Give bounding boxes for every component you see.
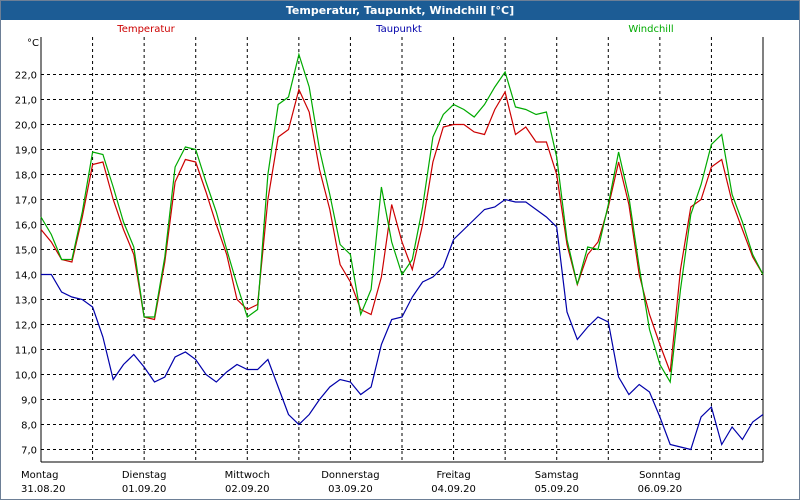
y-tick-label: 16,0	[15, 221, 37, 232]
x-tick-date-label: 06.09.20	[638, 484, 683, 495]
y-tick-label: 13,0	[15, 296, 37, 307]
x-tick-date-label: 03.09.20	[328, 484, 373, 495]
legend-item-taupunkt: Taupunkt	[375, 24, 422, 35]
grid-lines	[41, 37, 763, 462]
legend: Temperatur Taupunkt Windchill	[116, 24, 673, 35]
y-axis-label: °C	[27, 38, 39, 49]
series-line-taupunkt	[41, 198, 764, 451]
chart-canvas: 7,0 8,0 9,0 10,0 11,0 12,0 13,0 14,0 15,0 16,0 17,…	[15, 24, 764, 495]
y-tick-label: 17,0	[15, 196, 37, 207]
y-tick-label: 8,0	[21, 421, 37, 432]
y-tick-label: 14,0	[15, 271, 37, 282]
y-tick-label: 15,0	[15, 246, 37, 257]
y-tick-label: 20,0	[15, 121, 37, 132]
axes	[40, 37, 764, 463]
x-tick-day-label: Mittwoch	[225, 470, 270, 481]
y-tick-label: 10,0	[15, 371, 37, 382]
y-tick-label: 12,0	[15, 321, 37, 332]
x-tick-day-label: Dienstag	[122, 470, 167, 481]
y-tick-label: 22,0	[15, 71, 37, 82]
y-tick-label: 21,0	[15, 96, 37, 107]
series-lines	[40, 52, 764, 451]
x-tick-date-label: 01.09.20	[122, 484, 167, 495]
legend-item-temperatur: Temperatur	[116, 24, 175, 35]
x-tick-date-label: 05.09.20	[534, 484, 579, 495]
window-title: Temperatur, Taupunkt, Windchill [°C]	[1, 1, 799, 20]
x-tick-day-label: Montag	[21, 470, 58, 481]
x-tick-date-label: 04.09.20	[431, 484, 476, 495]
y-tick-label: 19,0	[15, 146, 37, 157]
legend-item-windchill: Windchill	[628, 24, 673, 35]
y-tick-label: 9,0	[21, 396, 37, 407]
series-line-windchill	[40, 52, 764, 384]
y-tick-label: 7,0	[21, 446, 37, 457]
axis-labels: 7,0 8,0 9,0 10,0 11,0 12,0 13,0 14,0 15,0 16,0 17,…	[15, 38, 682, 495]
x-tick-date-label: 02.09.20	[225, 484, 270, 495]
x-tick-day-label: Freitag	[436, 470, 470, 481]
x-tick-day-label: Samstag	[535, 470, 579, 481]
x-tick-day-label: Sonntag	[639, 470, 681, 481]
x-tick-date-label: 31.08.20	[21, 484, 66, 495]
y-tick-label: 18,0	[15, 171, 37, 182]
y-tick-label: 11,0	[15, 346, 37, 357]
x-tick-day-label: Donnerstag	[321, 470, 379, 481]
